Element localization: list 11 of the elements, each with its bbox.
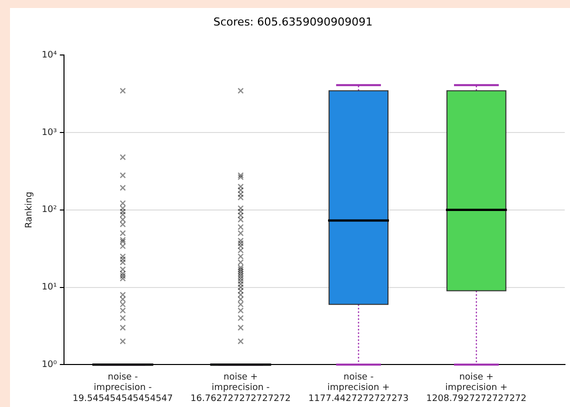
x-tick-label: noise + imprecision + 1208.7927272727272 [426, 372, 527, 404]
y-tick-label: 10² [42, 205, 58, 216]
y-tick-label: 10⁰ [42, 360, 58, 370]
chart-title: Scores: 605.6359090909091 [213, 15, 373, 28]
x-tick-label: noise + imprecision - 16.762727272727272 [190, 372, 291, 404]
y-axis-title: Ranking [24, 192, 35, 228]
x-tick-label: noise - imprecision - 19.545454545454547 [72, 372, 173, 404]
x-tick-label: noise - imprecision + 1177.4427272727273 [308, 372, 409, 404]
y-tick-label: 10⁴ [42, 50, 58, 61]
y-tick-label: 10³ [42, 128, 58, 138]
y-tick-label: 10¹ [42, 282, 58, 293]
